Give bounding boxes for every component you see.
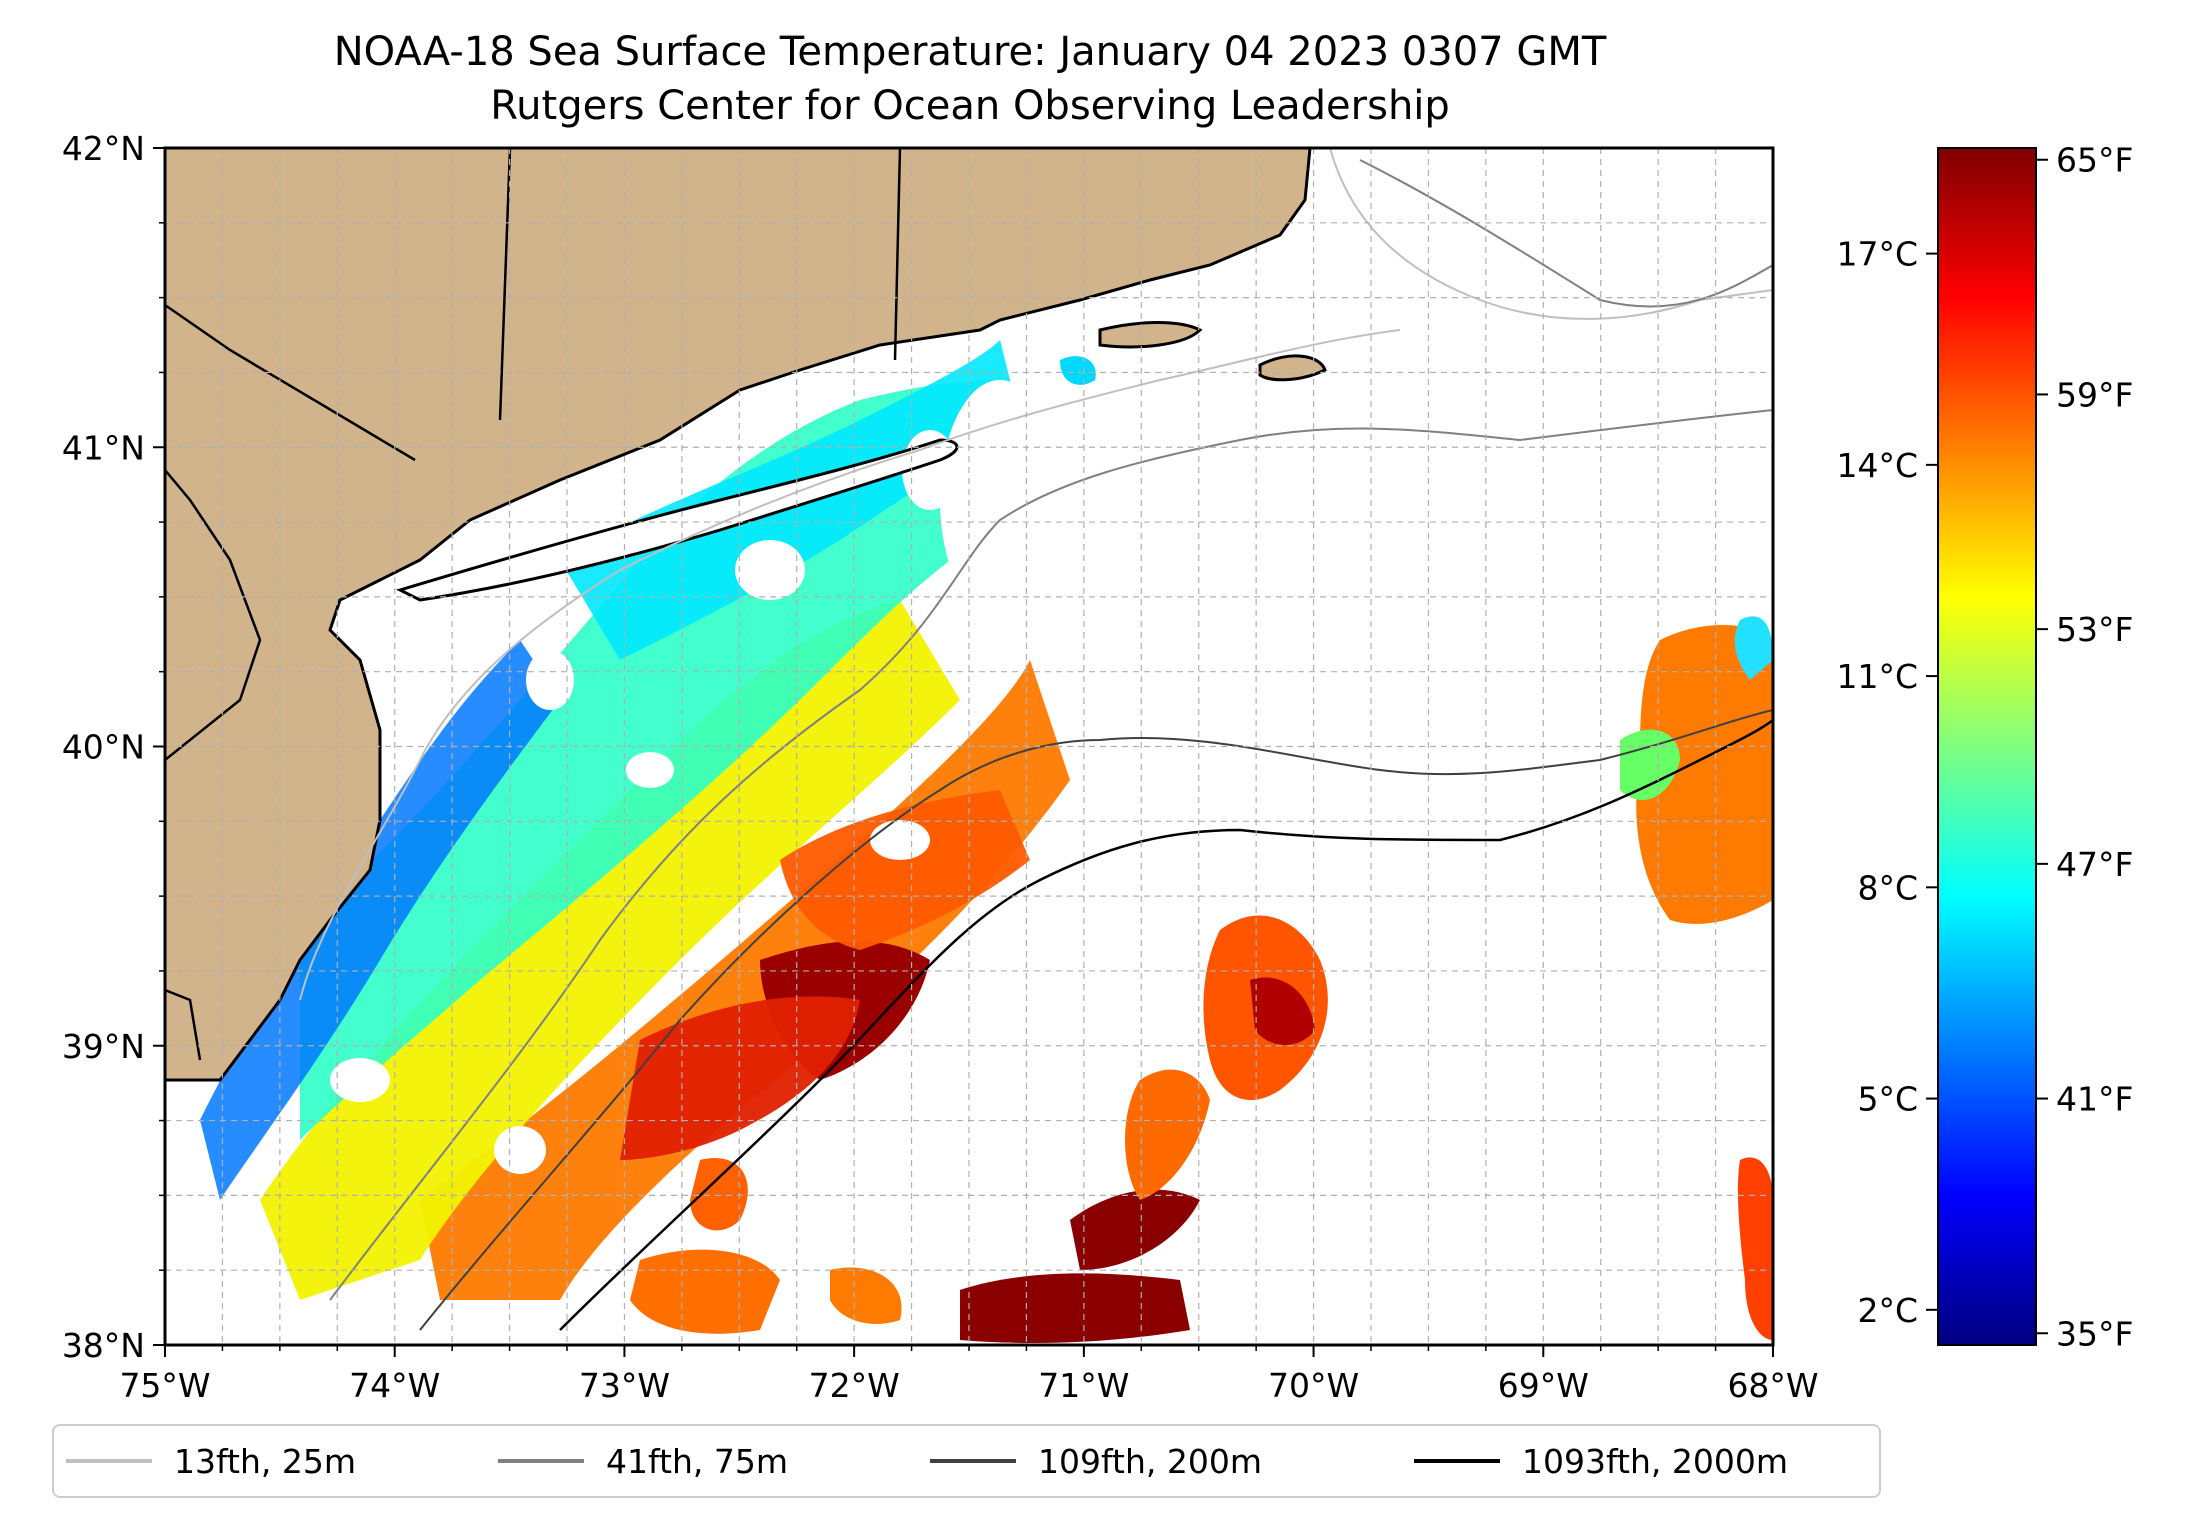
colorbar-label-c: 14°C	[1836, 446, 1918, 485]
contour-25m	[299, 329, 1401, 1001]
land-nantucket	[1258, 354, 1327, 382]
land-marthas-vineyard	[1098, 321, 1203, 349]
colorbar-label-c: 8°C	[1857, 868, 1918, 907]
y-tick-label: 38°N	[62, 1326, 145, 1365]
colorbar-label-f: 35°F	[2056, 1314, 2133, 1353]
x-tick-label: 70°W	[1268, 1366, 1359, 1405]
bathymetry-contours	[299, 148, 1773, 1331]
colorbar-label-f: 59°F	[2056, 375, 2133, 414]
contour-legend: 13fth, 25m 41fth, 75m 109fth, 200m 1093f…	[52, 1424, 1881, 1498]
legend-item-25m: 13fth, 25m	[66, 1426, 356, 1496]
colorbar-label-c: 11°C	[1836, 657, 1918, 696]
legend-label-75m: 41fth, 75m	[606, 1441, 788, 1481]
sst-offshore-patch-5	[1125, 1069, 1210, 1200]
legend-item-75m: 41fth, 75m	[498, 1426, 788, 1496]
y-tick-label: 41°N	[62, 428, 145, 467]
colorbar-label-f: 47°F	[2056, 845, 2133, 884]
x-tick-label: 71°W	[1038, 1366, 1129, 1405]
sst-offshore-patch-8	[830, 1267, 902, 1324]
sst-east-patch-cool	[1734, 616, 1773, 680]
x-tick-label: 74°W	[349, 1366, 440, 1405]
x-tick-label: 69°W	[1498, 1366, 1589, 1405]
x-tick-label: 72°W	[809, 1366, 900, 1405]
sst-orange-patch	[780, 790, 1030, 950]
contour-25m-b	[1329, 148, 1773, 320]
colorbar-ticks: 17°C 14°C 11°C 8°C 5°C 2°C 65°F 59°F 53°F 47°F 41°…	[1836, 141, 2133, 1354]
x-tick-label: 75°W	[119, 1366, 210, 1405]
axis-ticks: 75°W 74°W 73°W 72°W 71°W 70°W 69°W 68°W 42°N 41°N…	[62, 129, 1819, 1405]
gridlines	[165, 148, 1773, 1345]
legend-label-25m: 13fth, 25m	[174, 1441, 356, 1481]
land-long-island	[395, 438, 959, 602]
legend-item-200m: 109fth, 200m	[930, 1426, 1262, 1496]
colorbar-gradient	[1937, 147, 2037, 1346]
state-border-ct-ri	[893, 148, 902, 361]
sst-offshore-patch-4	[960, 1273, 1190, 1343]
x-tick-label: 68°W	[1727, 1366, 1818, 1405]
legend-swatch-200m	[930, 1459, 1016, 1463]
state-border-de	[165, 988, 202, 1061]
sst-mid-band	[260, 600, 960, 1300]
sst-offshore-patch-2	[1250, 977, 1315, 1045]
colorbar-label-f: 65°F	[2056, 141, 2133, 180]
state-border-nj-pa	[165, 469, 262, 761]
y-tick-label: 40°N	[62, 728, 145, 767]
state-border-ny-ct	[498, 148, 512, 421]
y-tick-label: 42°N	[62, 129, 145, 168]
colorbar-label-f: 41°F	[2056, 1080, 2133, 1119]
colorbar-label-f: 53°F	[2056, 610, 2133, 649]
state-border-ny-nj	[165, 303, 416, 462]
contour-75m-b	[1359, 159, 1773, 308]
sst-east-patch-green	[1620, 729, 1680, 800]
sst-offshore-patch-7	[630, 1249, 780, 1334]
sst-coastal-cold	[200, 640, 560, 1200]
figure-subtitle: Rutgers Center for Ocean Observing Leade…	[490, 83, 1450, 129]
colorbar-label-c: 2°C	[1857, 1291, 1918, 1330]
legend-item-2000m: 1093fth, 2000m	[1414, 1426, 1788, 1496]
colorbar: 17°C 14°C 11°C 8°C 5°C 2°C 65°F 59°F 53°F 47°F 41°…	[1836, 141, 2133, 1354]
sst-se-patch	[1737, 1157, 1773, 1340]
y-tick-label: 39°N	[62, 1027, 145, 1066]
x-tick-label: 73°W	[579, 1366, 670, 1405]
legend-swatch-25m	[66, 1459, 152, 1463]
legend-swatch-2000m	[1414, 1459, 1500, 1463]
sst-red-region	[620, 996, 860, 1160]
sst-cyan-patch	[1060, 356, 1096, 385]
legend-label-200m: 109fth, 200m	[1038, 1441, 1262, 1481]
legend-swatch-75m	[498, 1459, 584, 1463]
colorbar-label-c: 5°C	[1857, 1080, 1918, 1119]
contour-2000m	[559, 719, 1773, 1331]
colorbar-label-c: 17°C	[1836, 235, 1918, 274]
contour-75m	[329, 409, 1773, 1301]
sst-offshore-patch-3	[1070, 1189, 1200, 1270]
figure-title: NOAA-18 Sea Surface Temperature: January…	[333, 29, 1607, 75]
sst-east-patch	[1636, 625, 1773, 924]
sst-offshore-patch-6	[690, 1158, 748, 1231]
contour-200m	[419, 709, 1773, 1331]
sst-field	[200, 340, 1773, 1343]
legend-label-2000m: 1093fth, 2000m	[1522, 1441, 1788, 1481]
